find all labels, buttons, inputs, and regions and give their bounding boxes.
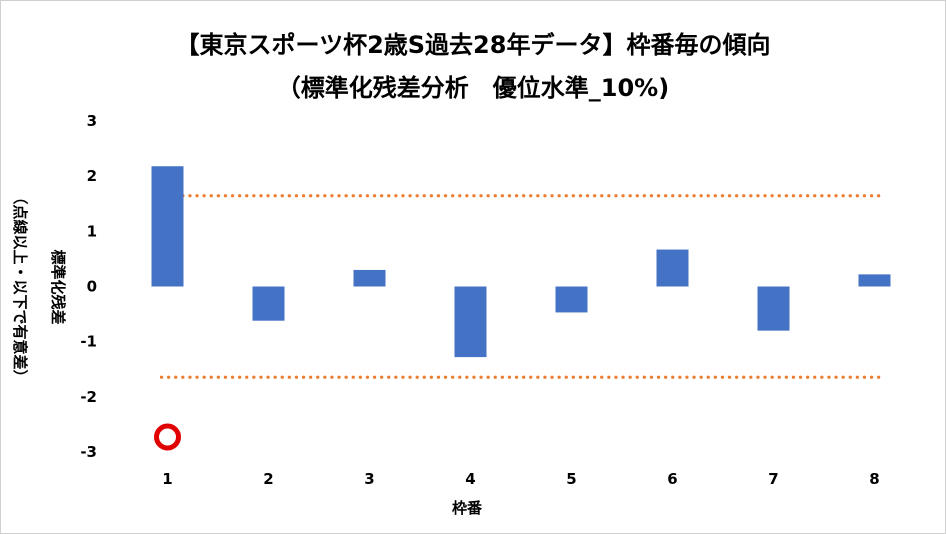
highlight-marker: [154, 423, 181, 451]
bar-8: [858, 274, 891, 287]
bar-1: [151, 166, 184, 287]
x-tick-label: 5: [566, 470, 576, 488]
bar-7: [757, 286, 790, 331]
chart-subtitle: （標準化残差分析 優位水準_10%): [277, 74, 669, 102]
y-tick-label: 1: [87, 222, 97, 240]
x-tick-label: 1: [162, 470, 172, 488]
bar-4: [454, 286, 487, 358]
x-tick-label: 4: [465, 470, 475, 488]
x-tick-label: 7: [768, 470, 778, 488]
x-axis-title: 枠番: [452, 499, 483, 517]
y-axis-title: 標準化残差: [49, 249, 67, 324]
bar-3: [353, 269, 386, 287]
y-axis-note: （点線以上・以下で有意差）: [11, 189, 29, 384]
x-axis-ticks: 1 2 3 4 5 6 7 8: [162, 470, 879, 488]
chart-title: 【東京スポーツ杯2歳S過去28年データ】枠番毎の傾向: [176, 31, 771, 59]
y-tick-label: 2: [87, 167, 97, 185]
x-tick-label: 3: [364, 470, 374, 488]
y-tick-label: 0: [87, 278, 97, 296]
bar-2: [252, 286, 285, 321]
y-tick-label: 3: [87, 112, 97, 130]
y-tick-label: -1: [80, 333, 97, 351]
y-axis-ticks: 3 2 1 0 -1 -2 -3: [80, 112, 97, 461]
x-tick-label: 6: [667, 470, 677, 488]
highlight-circle-marker: [154, 423, 181, 451]
x-tick-label: 8: [869, 470, 879, 488]
x-tick-label: 2: [263, 470, 273, 488]
bar-5: [555, 286, 588, 313]
threshold-lines: [159, 194, 883, 379]
bars: [151, 166, 891, 358]
y-tick-label: -3: [80, 443, 97, 461]
bar-6: [656, 249, 689, 287]
y-tick-label: -2: [80, 388, 97, 406]
